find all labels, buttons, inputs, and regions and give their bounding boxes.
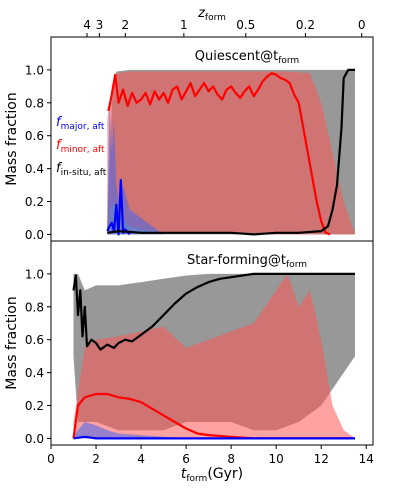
star-forming-major-band	[73, 422, 187, 439]
quiescent-ytick-label: 1.0	[25, 63, 44, 77]
quiescent-panel: 0.0 0.2 0.4 0.6 0.8 1.0 Mass fraction Quiesce…	[4, 36, 374, 242]
star-forming-major-line	[73, 435, 355, 440]
x-tick-label: 0	[47, 452, 55, 466]
x-tick-label: 12	[314, 452, 329, 466]
quiescent-minor-band	[107, 71, 355, 235]
quiescent-ytick-label: 0.2	[25, 195, 44, 209]
star-forming-ylabel: Mass fraction	[4, 296, 20, 389]
x-tick-label: 14	[359, 452, 374, 466]
top-tick-label: 4	[83, 18, 91, 32]
quiescent-insitu-line	[107, 68, 355, 236]
star-forming-ytick-label: 0.8	[25, 300, 44, 314]
top-tick-label: 0.2	[296, 18, 315, 32]
quiescent-ytick-label: 0.0	[25, 228, 44, 242]
legend: fmajor, aft fminor, aft fin-situ, aft	[56, 115, 107, 178]
star-forming-ytick-label: 1.0	[25, 267, 44, 281]
x-axis-label: tform(Gyr)	[181, 466, 243, 484]
quiescent-title: Quiescent@tform	[195, 49, 299, 66]
x-tick-label: 10	[269, 452, 284, 466]
legend-entry: fmajor, aft	[56, 115, 105, 132]
quiescent-ytick-label: 0.8	[25, 96, 44, 110]
star-forming-insitu-line	[72, 272, 355, 351]
x-tick-label: 2	[92, 452, 100, 466]
quiescent-minor-line	[107, 72, 331, 236]
quiescent-ylabel: Mass fraction	[4, 92, 20, 185]
top-tick-label: 1	[180, 18, 188, 32]
top-axis-label: zform	[197, 6, 226, 23]
star-forming-panel: 0.0 0.2 0.4 0.6 0.8 1.0 Mass fraction Star-fo…	[4, 240, 374, 446]
legend-entry: fin-situ, aft	[56, 161, 107, 178]
top-tick-label: 0	[358, 18, 366, 32]
star-forming-minor-band	[73, 273, 355, 439]
x-tick-label: 4	[137, 452, 145, 466]
star-forming-ytick-label: 0.6	[25, 333, 44, 347]
top-tick-label: 3	[96, 18, 104, 32]
x-tick-label: 6	[182, 452, 190, 466]
quiescent-ytick-label: 0.4	[25, 162, 44, 176]
star-forming-ytick-label: 0.0	[25, 432, 44, 446]
x-tick-label: 8	[227, 452, 235, 466]
star-forming-title: Star-forming@tform	[187, 253, 307, 270]
quiescent-ytick-label: 0.6	[25, 129, 44, 143]
star-forming-ytick-label: 0.2	[25, 399, 44, 413]
legend-entry: fminor, aft	[56, 138, 105, 155]
x-axis-top: 4 3 2 1 0.5 0.2 0	[83, 18, 366, 37]
x-axis-bottom: 0 2 4 6 8 10 12 14	[47, 445, 374, 466]
star-forming-panel-frame	[50, 240, 374, 446]
top-tick-label: 2	[121, 18, 129, 32]
star-forming-ytick-label: 0.4	[25, 366, 44, 380]
top-tick-label: 0.5	[236, 18, 255, 32]
